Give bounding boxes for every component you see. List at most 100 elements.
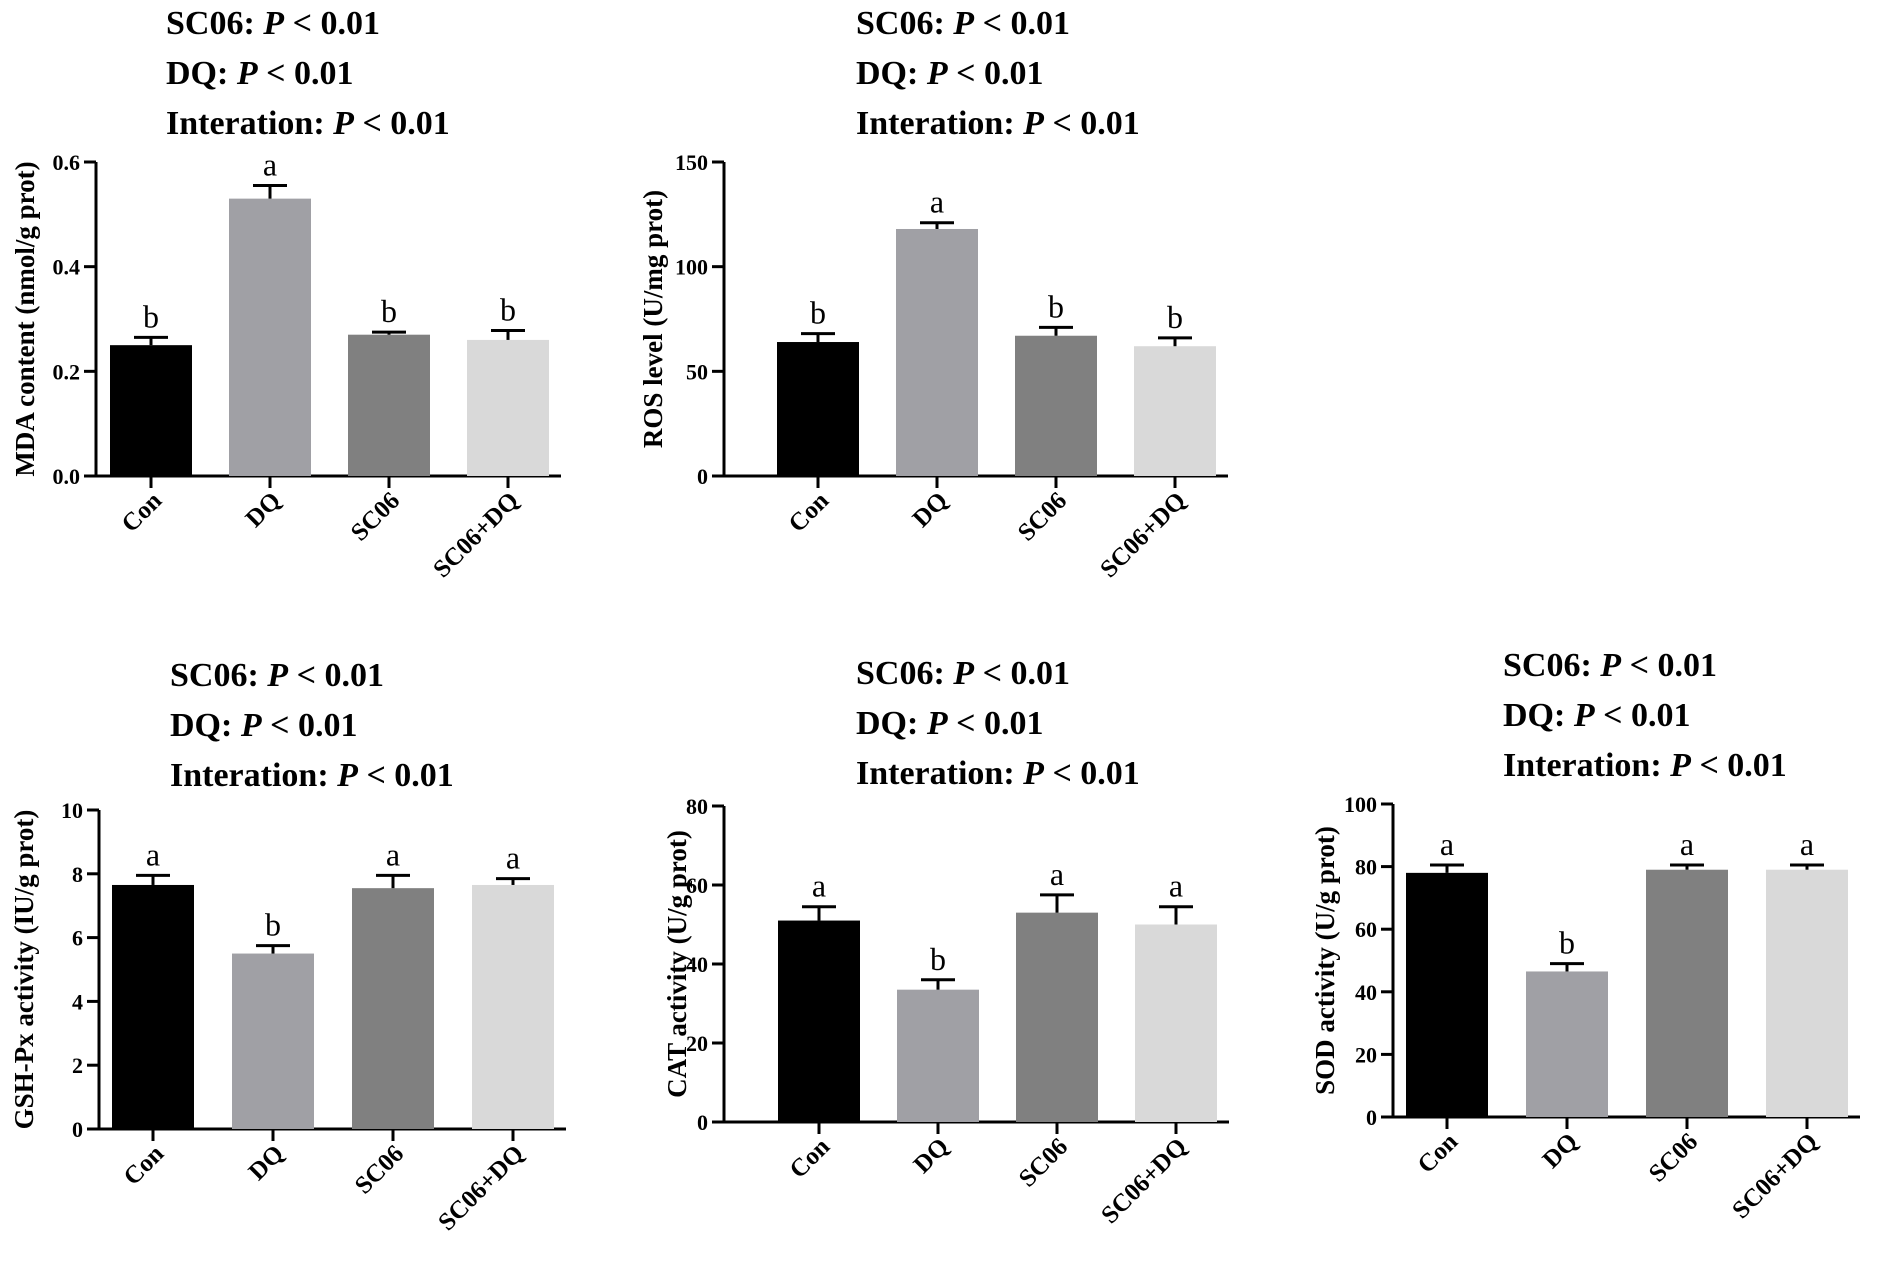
c1-stat-rest: < 0.01 [974, 5, 1070, 42]
c0-bar-dq [229, 198, 311, 476]
c3-significance-letter: b [930, 941, 946, 977]
c1-significance-letter: a [930, 184, 944, 220]
c4-significance-letter: a [1440, 826, 1454, 862]
c2-stat-p: P [336, 757, 358, 794]
c2-x-tick-label: Con [119, 1140, 170, 1191]
c4-bar-dq [1526, 971, 1608, 1117]
c3-bar-con [778, 920, 860, 1122]
c3-y-tick-label: 80 [686, 794, 708, 819]
c4-y-tick-label: 0 [1366, 1105, 1377, 1130]
c1-stat-p: P [952, 5, 974, 42]
c4-bar-sc06-dq [1766, 869, 1848, 1117]
c4-significance-letter: b [1559, 925, 1575, 961]
c2-y-tick-label: 4 [72, 989, 83, 1014]
c3-stat-rest: < 0.01 [948, 705, 1044, 742]
c3-x-tick-label: Con [785, 1133, 836, 1184]
c2-stat-line: SC06: P < 0.01 [170, 657, 384, 694]
c2-y-tick-label: 6 [72, 926, 83, 951]
c2-x-tick-label: DQ [244, 1140, 290, 1186]
c3-stat-label: Interation: [856, 755, 1023, 792]
c3-y-axis-label: CAT activity (U/g prot) [662, 830, 692, 1098]
c2-stat-rest: < 0.01 [262, 707, 358, 744]
c2-stat-label: DQ: [170, 707, 241, 744]
c3-stat-line: Interation: P < 0.01 [856, 755, 1140, 792]
c4-x-tick-label: SC06 [1644, 1128, 1703, 1187]
c2-stat-p: P [266, 657, 288, 694]
c3-bar-dq [897, 989, 979, 1122]
c4-stat-line: DQ: P < 0.01 [1503, 697, 1690, 734]
c0-significance-letter: a [263, 147, 277, 183]
c0-stat-rest: < 0.01 [284, 5, 380, 42]
c3-x-tick-label: SC06 [1014, 1133, 1073, 1192]
c0-stat-line: DQ: P < 0.01 [166, 55, 353, 92]
c1-y-tick-label: 0 [697, 464, 708, 489]
c4-stat-line: SC06: P < 0.01 [1503, 647, 1717, 684]
c4-stat-p: P [1573, 697, 1595, 734]
c2-significance-letter: a [146, 836, 160, 872]
c1-y-tick-label: 100 [675, 255, 708, 280]
c0-x-tick-label: SC06 [346, 487, 405, 546]
c2-y-tick-label: 8 [72, 862, 83, 887]
c1-stat-p: P [1022, 105, 1044, 142]
c2-bar-con [112, 884, 194, 1129]
c4-stat-label: SC06: [1503, 647, 1600, 684]
c4-stat-rest: < 0.01 [1621, 647, 1717, 684]
c2-significance-letter: a [386, 836, 400, 872]
c0-significance-letter: b [500, 292, 516, 328]
c2-stat-line: DQ: P < 0.01 [170, 707, 357, 744]
c2-stat-rest: < 0.01 [358, 757, 454, 794]
c2-bar-sc06 [352, 888, 434, 1129]
c2-stat-label: Interation: [170, 757, 337, 794]
c0-y-axis-label: MDA content (nmol/g prot) [10, 161, 40, 476]
c4-y-tick-label: 60 [1355, 917, 1377, 942]
c0-y-tick-label: 0.4 [53, 255, 81, 280]
c1-x-tick-label: SC06 [1013, 487, 1072, 546]
c4-bar-sc06 [1646, 869, 1728, 1117]
c1-stat-rest: < 0.01 [1044, 105, 1140, 142]
c1-y-tick-label: 150 [675, 150, 708, 175]
c3-y-tick-label: 40 [686, 952, 708, 977]
c0-y-tick-label: 0.6 [53, 150, 81, 175]
c2-y-tick-label: 10 [61, 798, 83, 823]
c0-bar-sc06 [348, 334, 430, 476]
c1-x-tick-label: Con [784, 487, 835, 538]
c3-stat-label: DQ: [856, 705, 927, 742]
c4-stat-label: DQ: [1503, 697, 1574, 734]
c4-x-tick-label: SC06+DQ [1727, 1128, 1823, 1224]
c1-y-axis-label: ROS level (U/mg prot) [638, 190, 668, 448]
c2-x-tick-label: SC06 [350, 1140, 409, 1199]
c0-x-tick-label: DQ [241, 487, 287, 533]
c4-bar-con [1406, 872, 1488, 1117]
c4-y-axis-label: SOD activity (U/g prot) [1310, 826, 1340, 1095]
c4-x-tick-label: DQ [1538, 1128, 1584, 1174]
c2-bar-sc06-dq [472, 884, 554, 1129]
c1-significance-letter: b [1167, 299, 1183, 335]
c0-stat-p: P [332, 105, 354, 142]
c2-y-axis-label: GSH-Px activity (IU/g prot) [9, 810, 39, 1130]
c2-y-tick-label: 0 [72, 1117, 83, 1142]
c1-significance-letter: b [1048, 288, 1064, 324]
c1-bar-sc06 [1015, 335, 1097, 476]
c2-stat-line: Interation: P < 0.01 [170, 757, 454, 794]
c1-stat-p: P [926, 55, 948, 92]
c0-y-tick-label: 0.2 [53, 359, 81, 384]
c1-stat-label: DQ: [856, 55, 927, 92]
c3-stat-label: SC06: [856, 655, 953, 692]
c3-y-tick-label: 20 [686, 1031, 708, 1056]
c0-stat-rest: < 0.01 [354, 105, 450, 142]
c3-stat-line: SC06: P < 0.01 [856, 655, 1070, 692]
c4-stat-rest: < 0.01 [1691, 747, 1787, 784]
c3-significance-letter: a [812, 868, 826, 904]
c3-y-tick-label: 0 [697, 1110, 708, 1135]
c0-bar-sc06-dq [467, 339, 549, 476]
c1-bar-con [777, 342, 859, 476]
c3-significance-letter: a [1050, 856, 1064, 892]
c0-stat-p: P [262, 5, 284, 42]
c0-bar-con [110, 345, 192, 476]
c1-significance-letter: b [810, 295, 826, 331]
c1-bar-sc06-dq [1134, 346, 1216, 476]
c3-x-tick-label: SC06+DQ [1096, 1133, 1192, 1229]
